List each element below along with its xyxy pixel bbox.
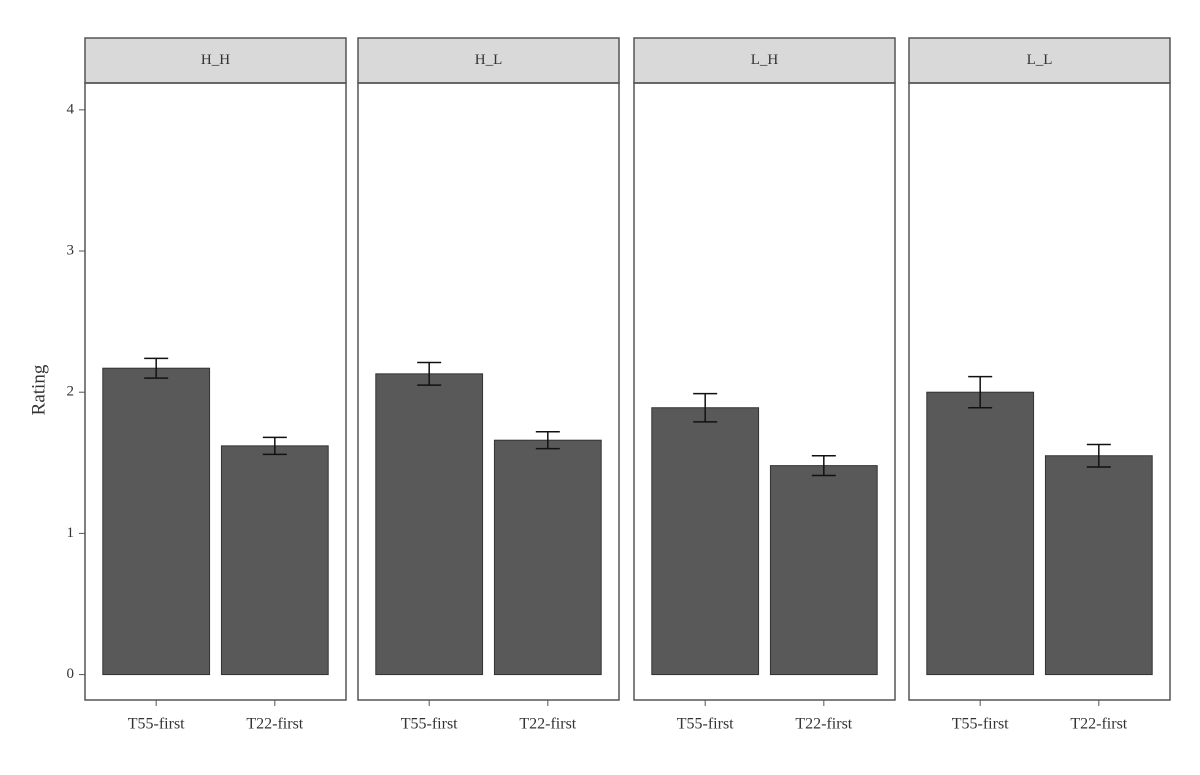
facet-title: H_H (201, 52, 230, 68)
error-bar (811, 454, 836, 477)
panel (633, 82, 896, 701)
x-tick-label: T22-first (795, 716, 852, 733)
error-bar (1086, 443, 1111, 468)
bar (1044, 455, 1153, 676)
x-tick-label: T22-first (1070, 716, 1127, 733)
x-tick-label: T55-first (952, 716, 1009, 733)
x-tick-label: T55-first (401, 716, 458, 733)
x-tick-label: T55-first (128, 716, 185, 733)
error-bar (417, 361, 442, 386)
bar (102, 367, 211, 676)
bar (926, 391, 1035, 676)
y-axis-label: Rating (28, 364, 49, 415)
panel (84, 82, 347, 701)
facet-title: L_H (751, 52, 779, 68)
y-tick-label: 0 (67, 666, 75, 682)
y-tick-label: 4 (67, 101, 75, 117)
error-bar (968, 375, 993, 409)
y-tick-label: 3 (67, 242, 75, 258)
bar (375, 373, 484, 676)
y-tick-label: 1 (67, 525, 75, 541)
bar (493, 439, 602, 676)
bar (769, 465, 878, 676)
error-bar (693, 392, 718, 423)
panel (908, 82, 1171, 701)
strip (908, 37, 1171, 84)
error-bar (144, 357, 169, 379)
facet-title: L_L (1027, 52, 1053, 68)
x-tick-label: T55-first (677, 716, 734, 733)
bar (651, 407, 760, 676)
error-bar (262, 436, 287, 456)
y-tick-label: 2 (67, 384, 75, 400)
x-tick-label: T22-first (519, 716, 576, 733)
error-bar (535, 430, 560, 450)
facet-title: H_L (475, 52, 503, 68)
x-tick-label: T22-first (246, 716, 303, 733)
strip (84, 37, 347, 84)
panel (357, 82, 620, 701)
bar (220, 445, 329, 676)
